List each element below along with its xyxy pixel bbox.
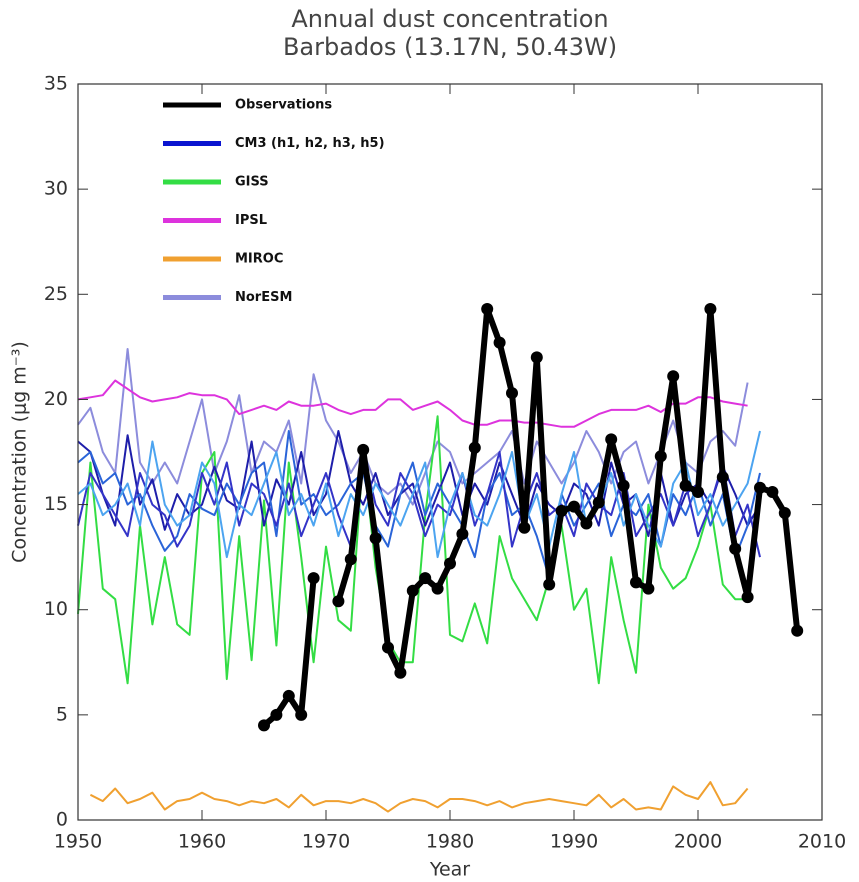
legend-label: Observations: [235, 98, 332, 113]
data-point: [654, 450, 667, 463]
data-point: [568, 500, 580, 513]
data-point: [369, 532, 382, 545]
y-tick-label: 0: [56, 809, 68, 831]
data-point: [406, 584, 419, 597]
x-tick-label: 1970: [302, 831, 350, 853]
data-point: [667, 370, 680, 383]
x-tick-label: 1980: [426, 831, 474, 853]
y-tick-label: 10: [44, 598, 68, 620]
data-point: [543, 578, 556, 591]
chart-title: Annual dust concentration: [291, 5, 608, 33]
series-line: [89, 781, 749, 813]
data-point: [394, 666, 407, 679]
legend-label: GISS: [235, 175, 269, 190]
data-point: [307, 572, 320, 585]
data-point: [357, 443, 370, 456]
x-tick-label: 1950: [54, 831, 102, 853]
data-point: [754, 481, 766, 494]
data-point: [692, 485, 704, 498]
y-tick-label: 15: [44, 493, 68, 515]
chart-subtitle: Barbados (13.17N, 50.43W): [283, 33, 617, 61]
legend-label: NorESM: [235, 290, 292, 305]
data-point: [468, 441, 481, 454]
x-axis-label: Year: [429, 859, 470, 881]
data-point: [344, 553, 357, 566]
data-point: [419, 572, 432, 585]
series-line: [77, 348, 749, 506]
series-line: [77, 379, 748, 428]
legend-label: IPSL: [235, 213, 267, 228]
data-point: [791, 624, 804, 637]
data-point: [679, 479, 692, 492]
data-point: [630, 576, 642, 589]
y-tick-label: 35: [44, 73, 68, 95]
data-point: [530, 351, 543, 364]
data-point: [617, 479, 630, 492]
data-point: [592, 496, 605, 509]
data-point: [282, 689, 295, 702]
data-point: [580, 517, 593, 530]
data-point: [456, 528, 469, 541]
data-point: [704, 303, 717, 316]
data-point: [778, 506, 791, 519]
y-tick-label: 25: [44, 283, 68, 305]
data-point: [431, 582, 444, 595]
data-point: [716, 471, 729, 484]
legend-label: CM3 (h1, h2, h3, h5): [235, 136, 385, 151]
series-line: [77, 430, 761, 559]
x-tick-label: 2010: [798, 831, 846, 853]
data-point: [555, 504, 568, 517]
data-point: [332, 595, 345, 608]
data-point: [506, 387, 518, 400]
data-point: [605, 433, 618, 446]
x-tick-label: 1990: [550, 831, 598, 853]
data-point: [444, 557, 456, 570]
data-point: [270, 708, 283, 721]
data-point: [642, 582, 655, 595]
plot-area: [77, 303, 804, 813]
data-point: [258, 719, 270, 732]
data-point: [295, 708, 308, 721]
y-tick-label: 20: [44, 388, 68, 410]
data-point: [766, 485, 779, 498]
series-line: [77, 430, 761, 580]
y-axis-label: Concentration (μg m⁻³): [9, 341, 31, 563]
data-point: [518, 521, 531, 534]
data-point: [382, 641, 394, 654]
data-point: [481, 303, 494, 316]
data-point: [729, 542, 742, 555]
y-tick-label: 5: [56, 703, 68, 725]
legend-label: MIROC: [235, 252, 283, 267]
x-tick-label: 1960: [178, 831, 226, 853]
data-point: [493, 336, 506, 349]
y-tick-label: 30: [44, 178, 68, 200]
data-point: [741, 591, 754, 604]
x-tick-label: 2000: [674, 831, 722, 853]
